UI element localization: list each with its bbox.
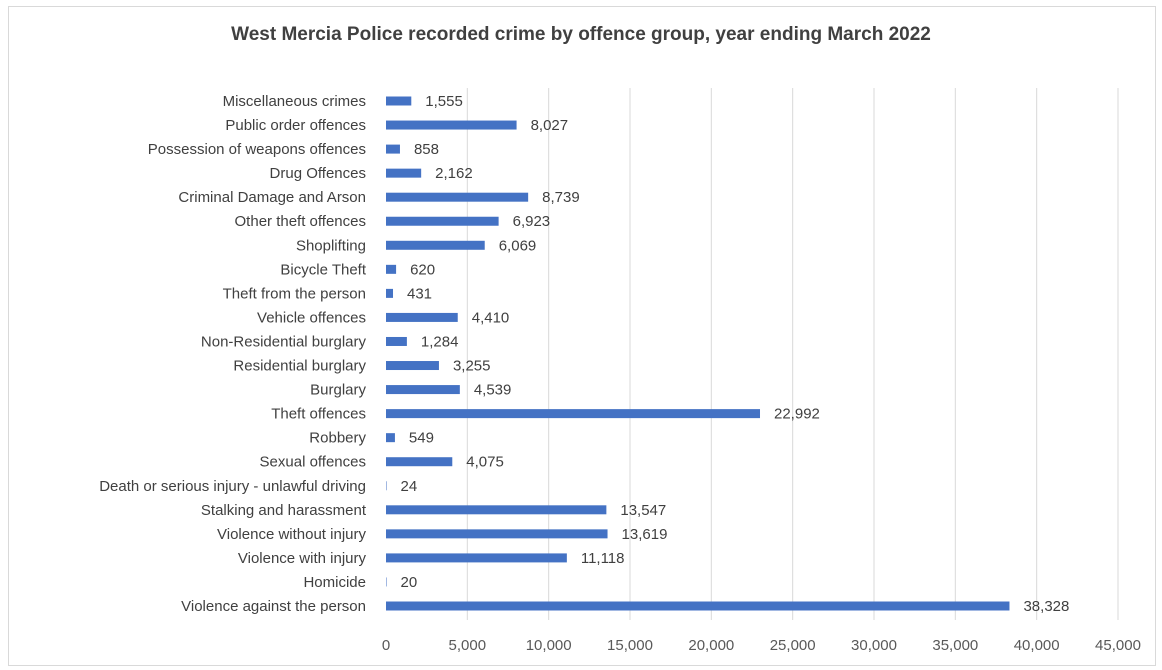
x-tick-label: 30,000 [851,637,897,654]
x-tick-label: 40,000 [1014,637,1060,654]
category-label: Violence without injury [217,526,366,543]
data-label: 4,075 [466,454,504,471]
bar [386,505,607,515]
category-label: Criminal Damage and Arson [178,189,366,206]
x-axis-ticks: 0 5,000 10,000 15,000 20,000 25,000 30,000 35,0… [382,637,1141,654]
category-label: Death or serious injury - unlawful drivi… [99,478,366,495]
data-label: 6,069 [499,237,537,254]
bar [386,192,529,202]
bar [386,577,387,587]
category-labels: Miscellaneous crimes Public order offence… [99,93,367,615]
category-label: Theft offences [271,406,366,423]
category-label: Shoplifting [296,237,366,254]
bar [386,553,567,563]
data-label: 431 [407,285,432,302]
x-tick-label: 20,000 [688,637,734,654]
category-label: Sexual offences [260,454,366,471]
data-label: 24 [401,478,418,495]
data-label: 4,410 [472,309,510,326]
data-label: 549 [409,430,434,447]
bar [386,168,422,178]
data-label: 11,118 [581,550,625,567]
x-tick-label: 0 [382,637,390,654]
bar [386,264,397,274]
bar [386,409,761,419]
bar [386,120,517,130]
category-label: Violence against the person [181,598,366,615]
bar [386,481,387,491]
data-label: 38,328 [1023,598,1069,615]
data-label: 2,162 [435,165,473,182]
bar [386,529,608,539]
category-label: Residential burglary [233,358,366,375]
category-label: Theft from the person [223,285,366,302]
bar [386,385,460,395]
bar [386,361,439,371]
bar [386,96,412,106]
bars [386,96,1010,611]
data-label: 13,547 [620,502,666,519]
category-label: Stalking and harassment [201,502,367,519]
x-tick-label: 15,000 [607,637,653,654]
category-label: Homicide [303,574,366,591]
category-label: Drug Offences [270,165,366,182]
data-label: 22,992 [774,406,820,423]
bar [386,144,400,154]
data-label: 620 [410,261,435,278]
bar [386,240,485,250]
data-label: 13,619 [622,526,668,543]
x-tick-label: 10,000 [526,637,572,654]
category-label: Bicycle Theft [280,261,366,278]
category-label: Violence with injury [238,550,367,567]
data-label: 3,255 [453,358,491,375]
data-label: 20 [401,574,418,591]
category-label: Non-Residential burglary [201,333,367,350]
x-tick-label: 5,000 [449,637,487,654]
bar [386,312,458,322]
data-label: 1,284 [421,333,459,350]
bar [386,216,499,226]
chart-area [8,6,1156,666]
category-label: Public order offences [225,117,366,134]
data-label: 6,923 [513,213,551,230]
category-label: Burglary [310,382,366,399]
bar [386,288,394,298]
data-label: 8,739 [542,189,580,206]
data-label: 858 [414,141,439,158]
category-label: Possession of weapons offences [148,141,366,158]
category-label: Robbery [309,430,366,447]
data-label: 1,555 [425,93,463,110]
data-labels: 1,555 8,027 858 2,162 8,739 6,923 6,069 620 431 4… [401,93,1070,615]
bar [386,457,453,467]
category-label: Miscellaneous crimes [223,93,366,110]
x-tick-label: 25,000 [770,637,816,654]
data-label: 8,027 [531,117,569,134]
x-tick-label: 35,000 [932,637,978,654]
category-label: Vehicle offences [257,309,366,326]
x-tick-label: 45,000 [1095,637,1141,654]
bar [386,336,407,346]
category-label: Other theft offences [235,213,366,230]
chart-title: West Mercia Police recorded crime by off… [231,24,931,45]
gridlines [466,88,1119,620]
bar [386,433,395,443]
bar [386,601,1010,611]
data-label: 4,539 [474,382,512,399]
